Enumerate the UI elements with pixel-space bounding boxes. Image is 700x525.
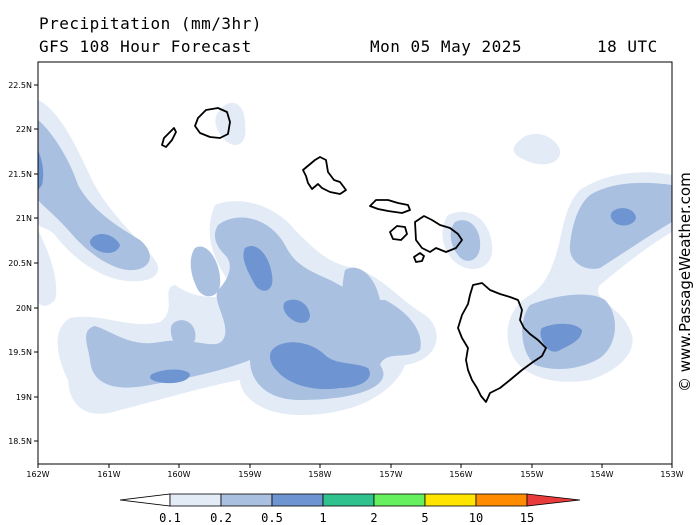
lon-label: 157W	[379, 470, 402, 479]
legend-high-arrow	[526, 493, 581, 507]
forecast-subtitle: GFS 108 Hour Forecast	[39, 37, 252, 56]
lon-label: 156W	[449, 470, 472, 479]
color-legend	[119, 493, 581, 507]
legend-swatch	[271, 493, 324, 507]
kahoolawe-island	[413, 252, 425, 263]
legend-swatch	[475, 493, 528, 507]
precip-dark-areas	[38, 150, 636, 390]
lon-label: 153W	[660, 470, 683, 479]
lon-label: 155W	[520, 470, 543, 479]
legend-swatch	[220, 493, 273, 507]
lat-label: 20.5N	[8, 259, 32, 268]
lon-label: 160W	[167, 470, 190, 479]
lat-label: 19N	[16, 393, 32, 402]
lanai-island	[389, 225, 408, 241]
hawaii-big-island	[457, 282, 547, 403]
valid-time: 18 UTC	[597, 37, 658, 56]
longitude-labels: 162W 161W 160W 159W 158W 157W 156W 155W …	[26, 470, 683, 479]
lat-label: 19.5N	[8, 348, 32, 357]
lat-label: 22N	[16, 125, 32, 134]
precip-mid-areas	[38, 120, 672, 400]
lon-label: 158W	[308, 470, 331, 479]
legend-label: 1	[319, 511, 327, 525]
lat-label: 20N	[16, 304, 32, 313]
lat-label: 21.5N	[8, 170, 32, 179]
oahu-island	[302, 156, 347, 195]
lat-label: 22.5N	[8, 81, 32, 90]
legend-label: 2	[370, 511, 378, 525]
legend-label: 0.5	[261, 511, 283, 525]
kauai-island	[194, 107, 231, 139]
lon-label: 154W	[590, 470, 613, 479]
legend-label: 10	[468, 511, 484, 525]
site-credit: © www.PassageWeather.com	[676, 172, 694, 392]
legend-swatch	[322, 493, 375, 507]
map-title: Precipitation (mm/3hr)	[39, 14, 262, 33]
latitude-labels: 22.5N 22N 21.5N 21N 20.5N 20N 19.5N 19N …	[8, 81, 32, 446]
precipitation-layer	[38, 100, 672, 415]
niihau-island	[161, 127, 177, 148]
lat-label: 21N	[16, 214, 32, 223]
axis-ticks	[34, 84, 673, 468]
legend-swatch	[424, 493, 477, 507]
lon-label: 159W	[238, 470, 261, 479]
legend-label: 0.2	[210, 511, 232, 525]
legend-label: 0.1	[159, 511, 181, 525]
valid-date: Mon 05 May 2025	[370, 37, 522, 56]
legend-swatch	[373, 493, 426, 507]
lon-label: 161W	[97, 470, 120, 479]
hawaiian-islands	[161, 107, 547, 403]
legend-label: 15	[519, 511, 535, 525]
legend-swatch	[169, 493, 222, 507]
legend-label: 5	[421, 511, 429, 525]
legend-low-arrow	[119, 493, 171, 507]
maui-island	[414, 215, 463, 253]
molokai-island	[369, 199, 411, 214]
lon-label: 162W	[26, 470, 49, 479]
lat-label: 18.5N	[8, 437, 32, 446]
